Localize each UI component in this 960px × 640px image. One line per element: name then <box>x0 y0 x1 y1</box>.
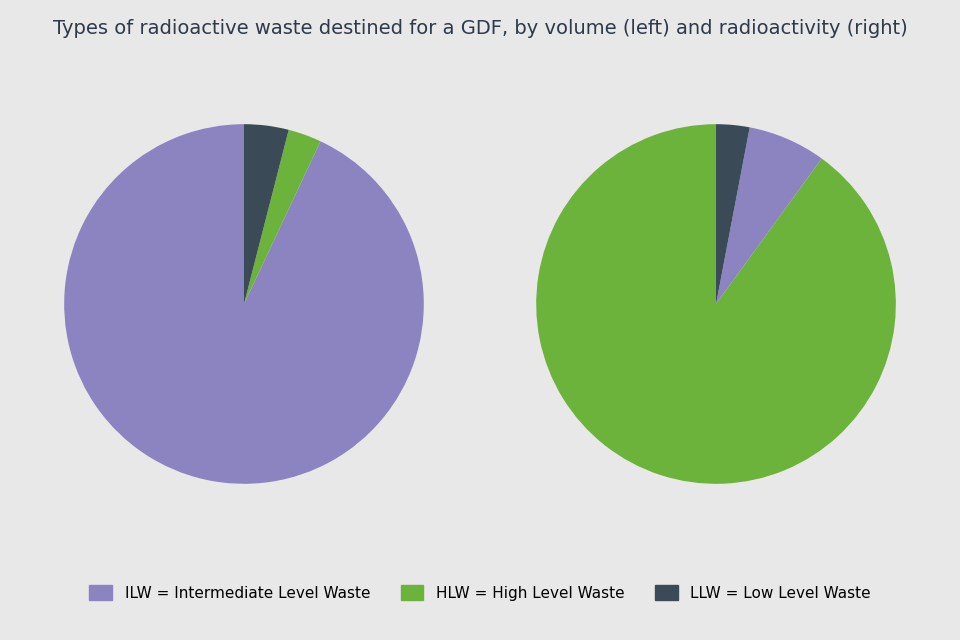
Wedge shape <box>244 130 321 304</box>
Wedge shape <box>537 124 896 484</box>
Legend: ILW = Intermediate Level Waste, HLW = High Level Waste, LLW = Low Level Waste: ILW = Intermediate Level Waste, HLW = Hi… <box>84 579 876 607</box>
Text: Types of radioactive waste destined for a GDF, by volume (left) and radioactivit: Types of radioactive waste destined for … <box>53 19 907 38</box>
Wedge shape <box>64 124 423 484</box>
Wedge shape <box>716 127 822 304</box>
Wedge shape <box>716 124 750 304</box>
Wedge shape <box>244 124 289 304</box>
